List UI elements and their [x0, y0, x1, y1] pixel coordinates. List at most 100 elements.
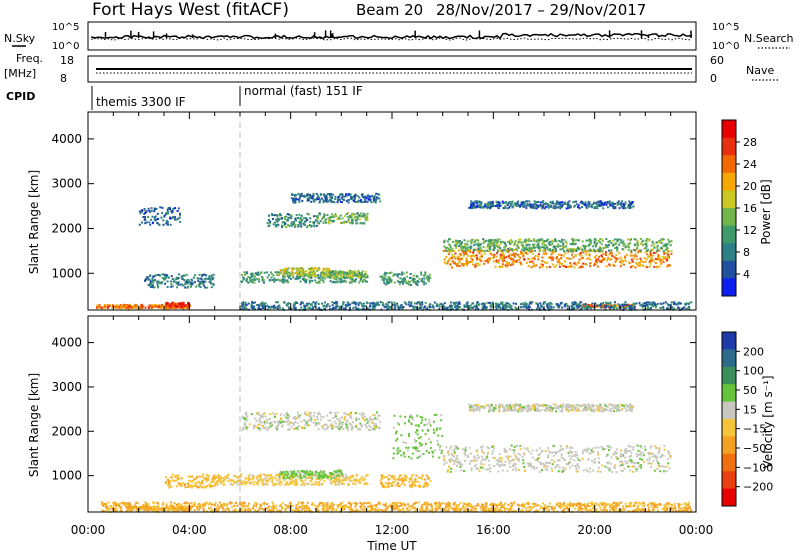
heatmap-cell — [588, 202, 591, 205]
heatmap-cell — [323, 268, 326, 271]
heatmap-cell — [170, 280, 173, 283]
heatmap-cell — [387, 279, 390, 282]
heatmap-cell — [144, 279, 146, 282]
heatmap-cell — [595, 202, 598, 205]
heatmap-cell — [298, 193, 301, 196]
heatmap-cell — [357, 270, 360, 273]
heatmap-cell — [618, 252, 621, 255]
heatmap-cell — [601, 239, 604, 242]
heatmap-cell — [156, 284, 159, 287]
heatmap-cell — [176, 305, 178, 308]
heatmap-cell — [473, 304, 476, 307]
heatmap-cell — [324, 197, 327, 199]
heatmap-cell — [309, 412, 312, 414]
heatmap-cell — [387, 276, 390, 279]
heatmap-cell — [323, 307, 326, 310]
heatmap-cell — [528, 302, 531, 305]
heatmap-cell — [554, 207, 557, 210]
heatmap-cell — [608, 253, 611, 256]
heatmap-cell — [486, 249, 489, 252]
heatmap-cell — [354, 215, 357, 218]
heatmap-cell — [656, 258, 659, 261]
heatmap-cell — [576, 203, 579, 206]
heatmap-cell — [184, 304, 187, 307]
heatmap-cell — [180, 283, 183, 286]
heatmap-cell — [505, 202, 508, 205]
heatmap-cell — [579, 301, 582, 304]
nsky-label: N.Sky — [4, 32, 36, 45]
heatmap-cell — [408, 301, 411, 304]
heatmap-cell — [450, 250, 453, 252]
heatmap-cell — [348, 198, 351, 201]
heatmap-cell — [190, 486, 193, 489]
heatmap-cell — [667, 304, 670, 306]
heatmap-cell — [541, 206, 544, 209]
heatmap-cell — [408, 305, 411, 308]
heatmap-cell — [597, 258, 600, 261]
heatmap-cell — [561, 248, 564, 251]
heatmap-cell — [300, 480, 303, 482]
heatmap-cell — [262, 307, 264, 309]
heatmap-cell — [527, 265, 530, 267]
heatmap-cell — [664, 301, 667, 304]
heatmap-cell — [298, 196, 301, 199]
heatmap-cell — [496, 304, 499, 307]
heatmap-cell — [565, 302, 568, 305]
heatmap-cell — [157, 274, 160, 276]
heatmap-cell — [245, 477, 248, 480]
heatmap-cell — [236, 481, 238, 484]
heatmap-cell — [297, 224, 300, 227]
heatmap-cell — [357, 304, 360, 307]
heatmap-cell — [289, 475, 292, 478]
heatmap-cell — [337, 426, 340, 429]
heatmap-cell — [345, 221, 348, 223]
heatmap-cell — [154, 219, 157, 222]
heatmap-cell — [205, 480, 208, 483]
heatmap-cell — [178, 306, 181, 309]
heatmap-cell — [575, 304, 578, 307]
heatmap-cell — [452, 241, 455, 243]
heatmap-cell — [596, 261, 599, 263]
heatmap-cell — [335, 301, 338, 304]
heatmap-cell — [638, 301, 641, 304]
heatmap-cell — [361, 222, 364, 225]
heatmap-cell — [421, 301, 424, 304]
heatmap-cell — [462, 262, 465, 265]
heatmap-cell — [475, 205, 478, 208]
heatmap-cell — [443, 245, 446, 248]
heatmap-cell — [642, 305, 645, 308]
heatmap-cell — [463, 244, 466, 247]
heatmap-cell — [612, 304, 615, 307]
heatmap-cell — [233, 474, 236, 477]
heatmap-cell — [505, 302, 508, 305]
heatmap-cell — [582, 244, 585, 247]
heatmap-cell — [151, 284, 154, 287]
heatmap-cell — [601, 259, 604, 262]
heatmap-cell — [644, 302, 646, 304]
heatmap-cell — [475, 305, 478, 308]
heatmap-cell — [509, 264, 512, 267]
heatmap-cell — [294, 199, 297, 202]
heatmap-cell — [569, 262, 572, 265]
heatmap-cell — [661, 255, 664, 258]
heatmap-cell — [601, 249, 604, 252]
heatmap-cell — [157, 286, 159, 289]
heatmap-cell — [531, 203, 534, 206]
heatmap-cell — [470, 203, 472, 206]
heatmap-cell — [365, 482, 368, 485]
colorbar-tick-label: 8 — [743, 246, 750, 259]
heatmap-cell — [629, 305, 632, 307]
heatmap-cell — [602, 252, 605, 255]
heatmap-cell — [279, 269, 282, 272]
heatmap-cell — [205, 277, 208, 280]
heatmap-cell — [474, 201, 477, 203]
heatmap-cell — [289, 216, 292, 219]
heatmap-cell — [180, 477, 183, 480]
heatmap-cell — [185, 279, 188, 282]
heatmap-cell — [171, 479, 174, 482]
heatmap-cell — [633, 243, 636, 246]
heatmap-cell — [533, 256, 536, 259]
heatmap-cell — [301, 200, 304, 202]
heatmap-cell — [479, 205, 482, 208]
heatmap-cell — [497, 240, 499, 243]
